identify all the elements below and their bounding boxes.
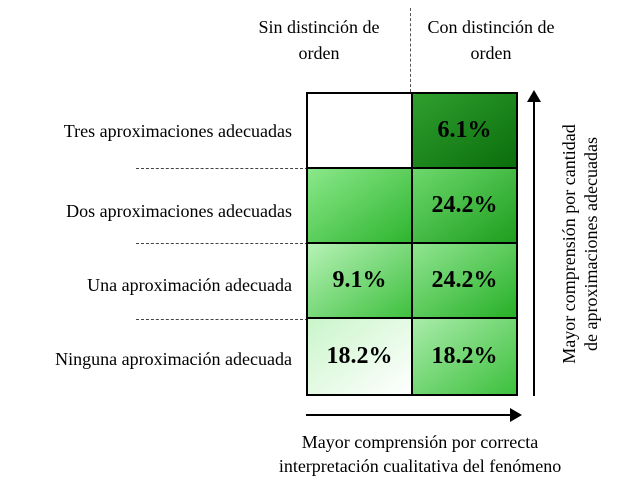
- horizontal-arrow-line: [306, 414, 512, 416]
- cell-ninguna-sin: 18.2%: [307, 318, 412, 395]
- horizontal-arrow-head-icon: [510, 408, 522, 422]
- column-header-sin-distincion: Sin distinción de orden: [244, 14, 394, 66]
- column-divider-dashed: [410, 8, 411, 92]
- vertical-axis-caption: Mayor comprensión por cantidad de aproxi…: [558, 94, 602, 394]
- vertical-arrow-line: [533, 100, 535, 396]
- cell-tres-con: 6.1%: [412, 93, 517, 168]
- column-header-line: orden: [298, 43, 340, 63]
- column-header-line: Sin distinción de: [258, 17, 380, 37]
- cell-ninguna-con: 18.2%: [412, 318, 517, 395]
- cell-dos-sin: [307, 168, 412, 243]
- vertical-arrow-head-icon: [527, 90, 541, 102]
- column-header-line: orden: [470, 43, 512, 63]
- caption-line: Mayor comprensión por cantidad: [559, 124, 579, 364]
- caption-line: de aproximaciones adecuadas: [581, 137, 601, 351]
- row-separator-dashed: [136, 243, 308, 244]
- column-header-line: Con distinción de: [427, 17, 555, 37]
- row-label-una: Una aproximación adecuada: [87, 275, 292, 295]
- percentage-grid: 6.1% 24.2% 9.1% 24.2% 18.2% 18.2%: [306, 92, 518, 396]
- row-separator-dashed: [136, 168, 308, 169]
- horizontal-axis-caption: Mayor comprensión por correcta interpret…: [230, 430, 610, 478]
- cell-una-sin: 9.1%: [307, 243, 412, 318]
- caption-line: Mayor comprensión por correcta: [301, 432, 539, 452]
- cell-tres-sin: [307, 93, 412, 168]
- column-header-con-distincion: Con distinción de orden: [416, 14, 566, 66]
- caption-line: interpretación cualitativa del fenómeno: [278, 456, 562, 476]
- row-label-dos: Dos aproximaciones adecuadas: [66, 201, 292, 221]
- row-label-ninguna: Ninguna aproximación adecuada: [55, 349, 292, 369]
- cell-una-con: 24.2%: [412, 243, 517, 318]
- row-separator-dashed: [136, 319, 308, 320]
- row-label-tres: Tres aproximaciones adecuadas: [63, 121, 292, 141]
- cell-dos-con: 24.2%: [412, 168, 517, 243]
